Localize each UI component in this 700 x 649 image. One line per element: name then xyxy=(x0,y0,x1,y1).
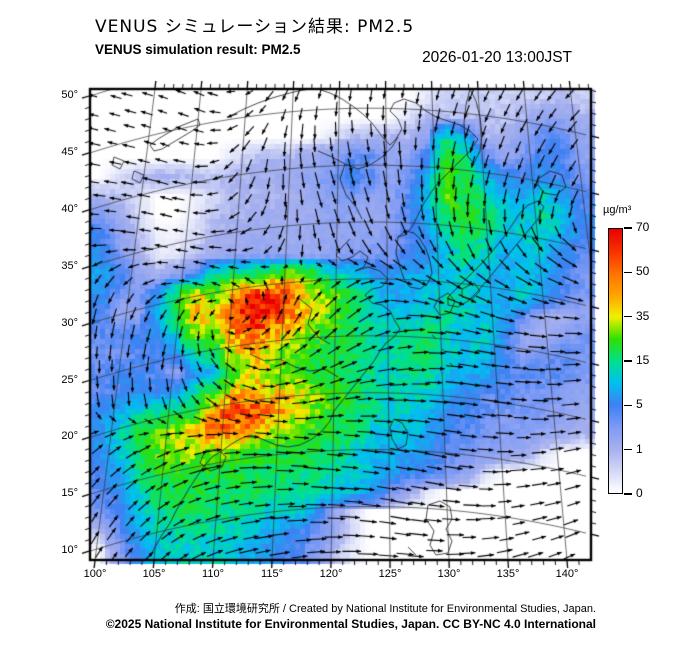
lon-label-115: 115° xyxy=(261,568,283,580)
copyright-line: ©2025 National Institute for Environment… xyxy=(105,617,596,631)
lon-label-135: 135° xyxy=(496,568,520,580)
colorbar-tick-label-0: 0 xyxy=(636,486,643,500)
lon-label-110: 110° xyxy=(202,568,224,580)
forecast-datetime: 2026-01-20 13:00JST xyxy=(422,49,572,66)
lon-label-130: 130° xyxy=(437,568,461,580)
colorbar-tick-35 xyxy=(624,315,632,318)
lon-label-125: 125° xyxy=(378,568,402,580)
lon-label-120: 120° xyxy=(319,568,343,580)
colorbar-tick-1 xyxy=(624,448,632,451)
colorbar-unit-label: µg/m³ xyxy=(603,204,632,216)
lat-label-15: 15° xyxy=(61,487,78,500)
credit-line: 作成: 国立環境研究所 / Created by National Instit… xyxy=(174,603,596,615)
colorbar-gradient xyxy=(608,228,623,494)
colorbar-tick-15 xyxy=(624,360,632,362)
colorbar-tick-label-5: 5 xyxy=(636,397,643,412)
page-title-japanese: VENUS シミュレーション結果: PM2.5 xyxy=(95,17,415,37)
colorbar-tick-70 xyxy=(624,227,632,229)
page-subtitle-english: VENUS simulation result: PM2.5 xyxy=(95,42,301,57)
lat-label-25: 25° xyxy=(61,373,78,386)
colorbar-tick-label-50: 50 xyxy=(636,264,650,279)
lat-label-40: 40° xyxy=(61,202,78,215)
lat-label-45: 45° xyxy=(61,145,78,158)
lon-label-140: 140° xyxy=(555,568,579,580)
lon-label-100: 100° xyxy=(83,568,107,580)
lon-label-105: 105° xyxy=(142,568,166,580)
colorbar-tick-0 xyxy=(624,493,632,495)
colorbar-tick-50 xyxy=(624,271,632,274)
lat-label-20: 20° xyxy=(61,430,78,443)
lat-label-35: 35° xyxy=(61,259,78,272)
lat-label-30: 30° xyxy=(61,316,78,329)
colorbar-tick-5 xyxy=(624,404,632,407)
lat-label-10: 10° xyxy=(61,544,78,557)
lat-label-50: 50° xyxy=(61,89,78,101)
colorbar-tick-label-35: 35 xyxy=(636,308,650,323)
colorbar-tick-label-70: 70 xyxy=(636,220,650,234)
colorbar-tick-label-1: 1 xyxy=(636,441,643,456)
colorbar-tick-label-15: 15 xyxy=(636,353,650,367)
